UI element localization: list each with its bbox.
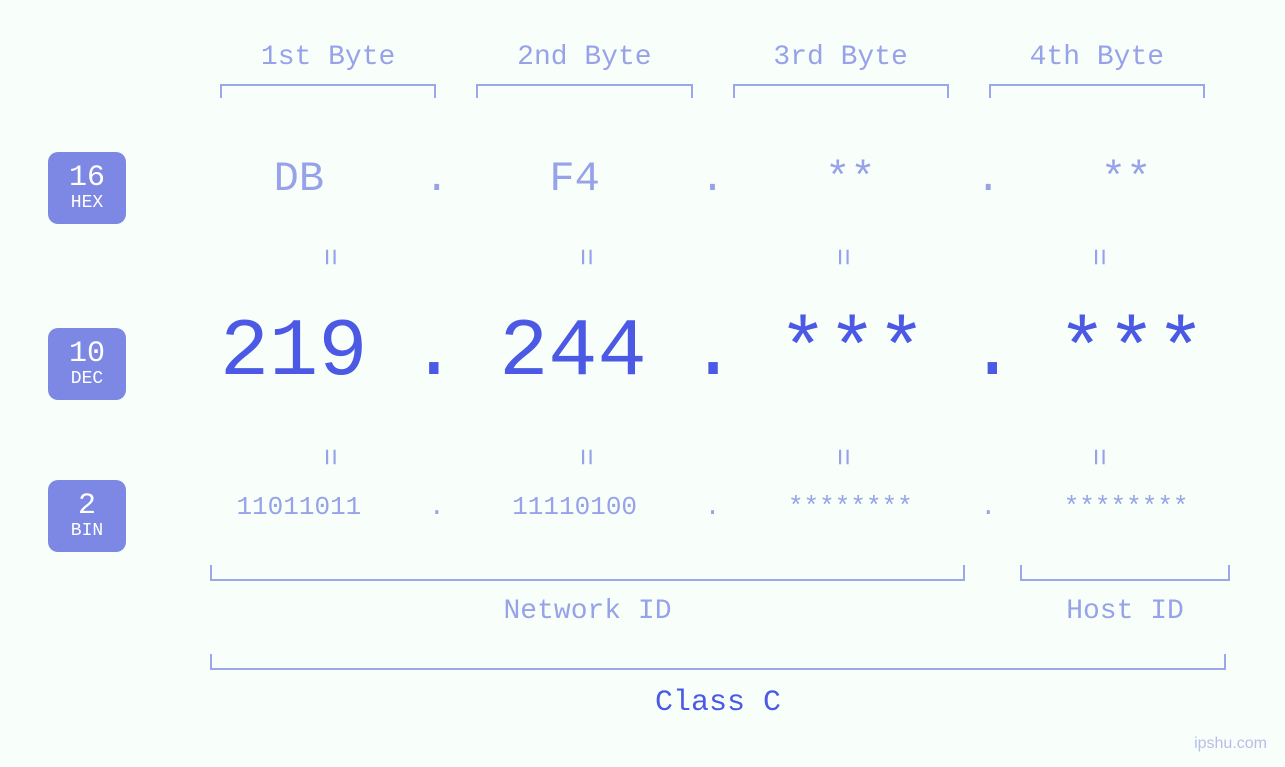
equals-icon: = <box>311 329 345 585</box>
label-class: Class C <box>210 686 1226 720</box>
dec-sep-1: . <box>409 306 457 399</box>
byte-header-row: 1st Byte 2nd Byte 3rd Byte 4th Byte <box>200 42 1225 73</box>
byte-header-2: 2nd Byte <box>456 42 712 73</box>
base-badge-hex: 16 HEX <box>48 152 126 224</box>
base-badge-dec-label: DEC <box>71 370 103 389</box>
bin-byte-4: ******** <box>1005 492 1247 522</box>
watermark: ipshu.com <box>1194 735 1267 753</box>
bracket-byte-3 <box>733 84 949 98</box>
bracket-byte-4 <box>989 84 1205 98</box>
bracket-host-id <box>1020 565 1230 581</box>
dec-byte-4: *** <box>1016 306 1247 399</box>
byte-header-4: 4th Byte <box>969 42 1225 73</box>
bin-sep-1: . <box>420 492 454 522</box>
bracket-network-id <box>210 565 965 581</box>
equals-icon: = <box>1080 329 1114 585</box>
base-badge-hex-num: 16 <box>69 163 105 195</box>
bin-byte-2: 11110100 <box>454 492 696 522</box>
equals-icon: = <box>567 329 601 585</box>
bin-row: 11011011 . 11110100 . ******** . *******… <box>178 492 1247 522</box>
dec-sep-2: . <box>689 306 737 399</box>
base-badge-dec-num: 10 <box>69 339 105 371</box>
bin-byte-1: 11011011 <box>178 492 420 522</box>
equals-row-1: = = = = <box>200 240 1225 274</box>
base-badge-bin-num: 2 <box>78 491 96 523</box>
base-badge-bin-label: BIN <box>71 522 103 541</box>
hex-byte-1: DB <box>178 155 420 203</box>
base-badge-dec: 10 DEC <box>48 328 126 400</box>
bracket-byte-1 <box>220 84 436 98</box>
label-network-id: Network ID <box>210 596 965 627</box>
equals-icon: = <box>824 329 858 585</box>
bin-sep-3: . <box>971 492 1005 522</box>
base-badge-bin: 2 BIN <box>48 480 126 552</box>
byte-header-1: 1st Byte <box>200 42 456 73</box>
hex-sep-2: . <box>696 155 730 203</box>
label-host-id: Host ID <box>1020 596 1230 627</box>
hex-sep-3: . <box>971 155 1005 203</box>
bracket-byte-2 <box>476 84 692 98</box>
bin-sep-2: . <box>696 492 730 522</box>
byte-brackets-top <box>200 84 1225 104</box>
dec-byte-1: 219 <box>178 306 409 399</box>
hex-byte-4: ** <box>1005 155 1247 203</box>
bin-byte-3: ******** <box>730 492 972 522</box>
byte-header-3: 3rd Byte <box>713 42 969 73</box>
equals-row-2: = = = = <box>200 440 1225 474</box>
dec-sep-3: . <box>968 306 1016 399</box>
bracket-class <box>210 654 1226 670</box>
hex-sep-1: . <box>420 155 454 203</box>
base-badge-hex-label: HEX <box>71 194 103 213</box>
